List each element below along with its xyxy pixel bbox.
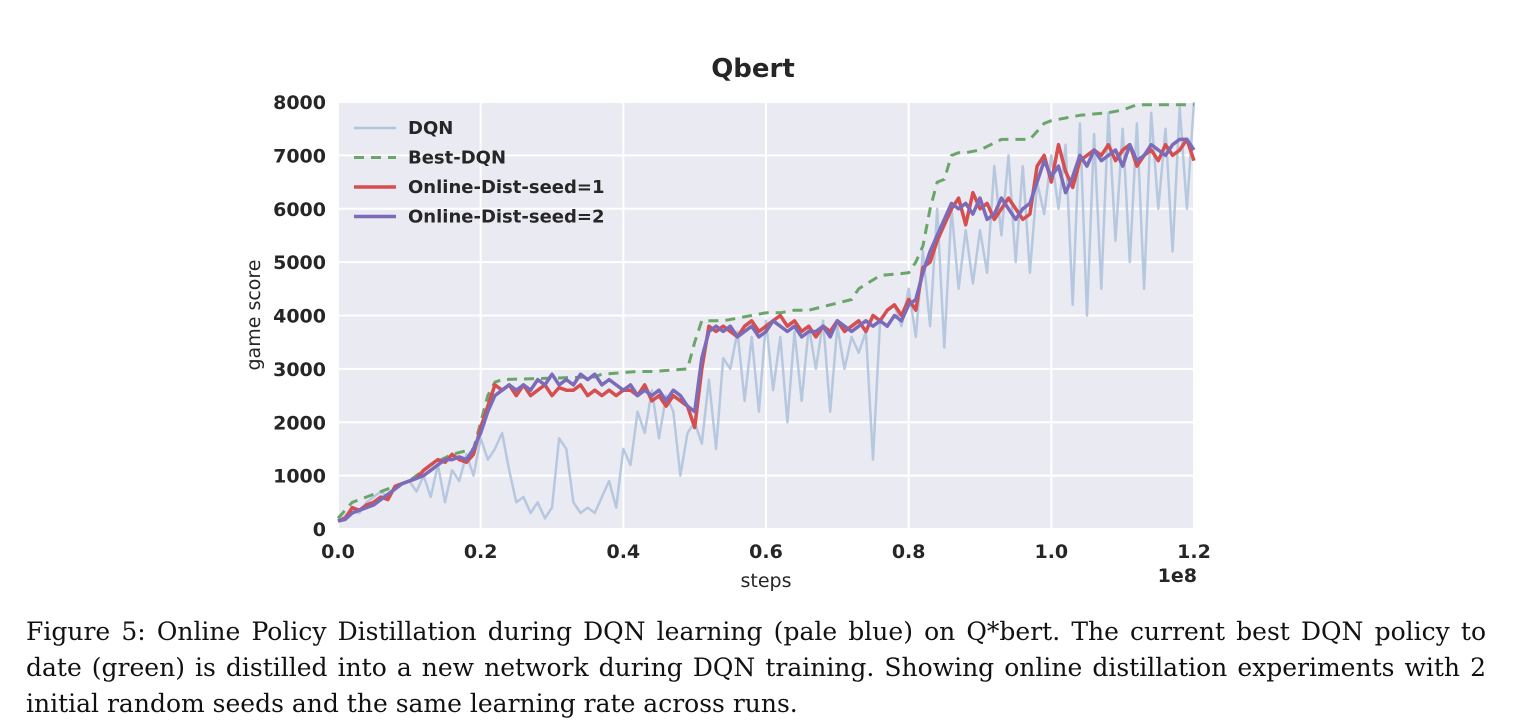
y-tick-label: 3000: [273, 359, 326, 381]
x-tick-label: 0.8: [892, 541, 926, 563]
x-tick-label: 0.0: [321, 541, 355, 563]
y-tick-label: 2000: [273, 412, 326, 434]
x-axis-label: steps: [741, 570, 792, 592]
y-tick-label: 1000: [273, 466, 326, 488]
x-tick-labels: 0.0 0.2 0.4 0.6 0.8 1.0 1.2: [321, 541, 1211, 563]
x-tick-label: 1.2: [1177, 541, 1211, 563]
x-multiplier-label: 1e8: [1158, 565, 1197, 587]
y-tick-label: 0: [313, 519, 326, 541]
legend-label: Best-DQN: [408, 148, 506, 169]
legend-label: Online-Dist-seed=2: [408, 207, 604, 228]
x-tick-label: 1.0: [1034, 541, 1068, 563]
series-line-best-dqn: [336, 103, 1194, 520]
legend: DQN Best-DQN Online-Dist-seed=1 Online-Dist…: [354, 118, 604, 228]
chart: 0 1000 2000 3000 4000 5000 6000 7000 8000 0.0 0.2…: [243, 54, 1211, 592]
grid: [337, 101, 1195, 530]
legend-label: Online-Dist-seed=1: [408, 177, 604, 198]
y-tick-label: 7000: [273, 145, 326, 167]
y-tick-labels: 0 1000 2000 3000 4000 5000 6000 7000 8000: [273, 92, 326, 541]
legend-label: DQN: [408, 118, 453, 139]
y-axis-label: game score: [243, 260, 265, 371]
series-line-dqn: [337, 101, 1196, 523]
y-tick-label: 5000: [273, 252, 326, 274]
series-line-online-dist-seed-2: [337, 137, 1196, 523]
x-tick-label: 0.2: [464, 541, 498, 563]
chart-title: Qbert: [711, 54, 795, 84]
y-tick-label: 6000: [273, 199, 326, 221]
x-tick-label: 0.4: [606, 541, 640, 563]
y-tick-label: 8000: [273, 92, 326, 114]
series-layer: [336, 101, 1196, 523]
x-tick-label: 0.6: [749, 541, 783, 563]
figure-caption: Figure 5: Online Policy Distillation dur…: [26, 617, 1486, 718]
y-tick-label: 4000: [273, 306, 326, 328]
